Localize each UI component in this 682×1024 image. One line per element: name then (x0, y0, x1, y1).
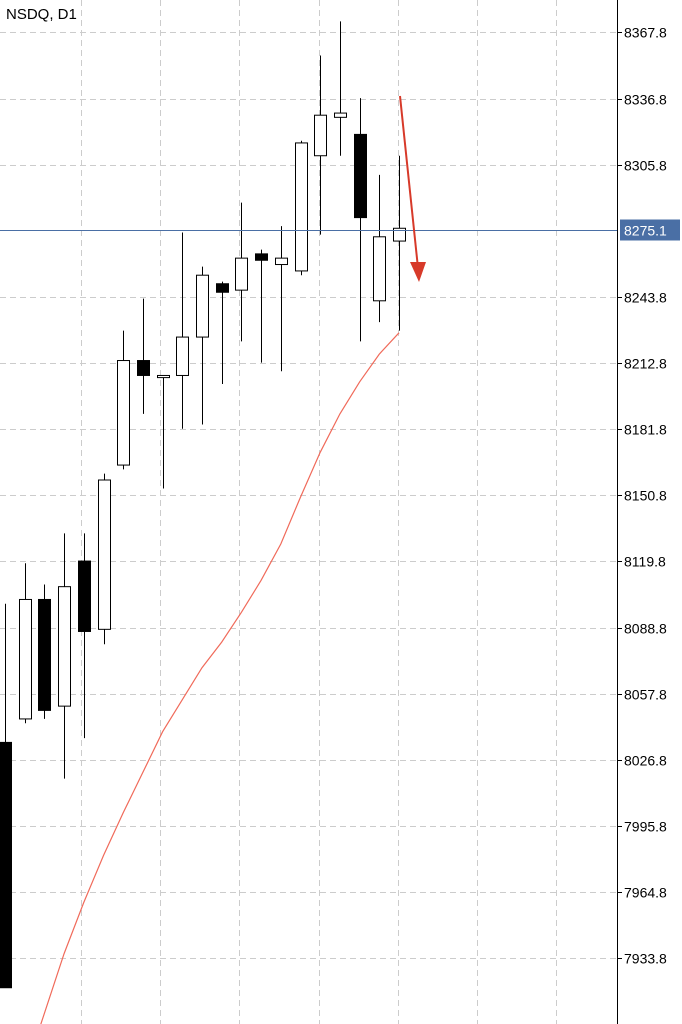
candle (216, 281, 229, 384)
candle-body-bull (196, 274, 209, 338)
moving-average-line (40, 332, 400, 1024)
candle-body-bull (176, 336, 189, 376)
candle (19, 563, 32, 724)
candle-body-bull (58, 586, 71, 707)
candle (314, 55, 327, 235)
candle (393, 155, 406, 331)
y-tick-label: 8212.8 (624, 356, 667, 372)
candle-body-bull (373, 236, 386, 302)
y-tick-label: 8181.8 (624, 422, 667, 438)
y-tick-label: 8119.8 (624, 554, 666, 570)
candle (354, 98, 367, 342)
candle (137, 298, 150, 414)
chart-title: NSDQ, D1 (6, 6, 77, 23)
candle-body-bull (19, 598, 32, 720)
y-tick-label: 8336.8 (624, 92, 667, 108)
candle-body-bull (393, 227, 406, 242)
candle (98, 473, 111, 645)
y-tick-label: 8150.8 (624, 488, 667, 504)
grid (0, 0, 617, 1024)
candle (196, 266, 209, 425)
candle (78, 533, 91, 739)
candle (334, 21, 347, 156)
candle-body-bull (314, 114, 327, 157)
candle-body-bear (255, 253, 268, 261)
y-tick-label: 8057.8 (624, 687, 667, 703)
arrow-annotation (399, 95, 426, 282)
candle (157, 374, 170, 489)
candle-body-bear (137, 360, 150, 376)
candle (117, 330, 130, 470)
y-tick-label: 8026.8 (624, 753, 667, 769)
candle-body-bull (157, 374, 170, 379)
candle-body-bear (38, 598, 51, 711)
candle (295, 140, 308, 276)
y-tick-label: 8088.8 (624, 621, 667, 637)
current-price-label-box (620, 219, 680, 241)
y-tick-label: 7995.8 (624, 819, 667, 835)
candle-body-bear (0, 741, 12, 989)
candle-body-bear (354, 133, 367, 219)
candle-body-bull (98, 479, 111, 630)
candle-body-bear (78, 560, 91, 632)
candle (235, 202, 248, 342)
arrow-shaft (399, 95, 419, 269)
candle (0, 603, 12, 989)
y-tick-label: 8243.8 (624, 290, 667, 306)
y-tick-label: 8367.8 (624, 25, 667, 41)
candle (275, 226, 288, 372)
candle-body-bull (334, 112, 347, 118)
candle (255, 249, 268, 363)
y-tick-label: 7964.8 (624, 885, 667, 901)
arrow-head (410, 262, 426, 282)
candle (38, 584, 51, 719)
current-price-label: 8275.1 (624, 223, 667, 239)
candle (373, 174, 386, 323)
y-tick-label: 8305.8 (624, 158, 667, 174)
y-axis-labels: 8367.8 8336.8 8305.8 8243.8 8212.8 8181.8 8150… (617, 25, 667, 967)
candle-body-bull (117, 360, 130, 466)
candle-body-bull (275, 257, 288, 266)
candles (0, 21, 406, 989)
y-tick-label: 7933.8 (624, 951, 667, 967)
candle-body-bull (295, 142, 308, 272)
candle (58, 533, 71, 779)
candle-body-bear (216, 283, 229, 293)
candle (176, 232, 189, 429)
candle-body-bull (235, 257, 248, 291)
